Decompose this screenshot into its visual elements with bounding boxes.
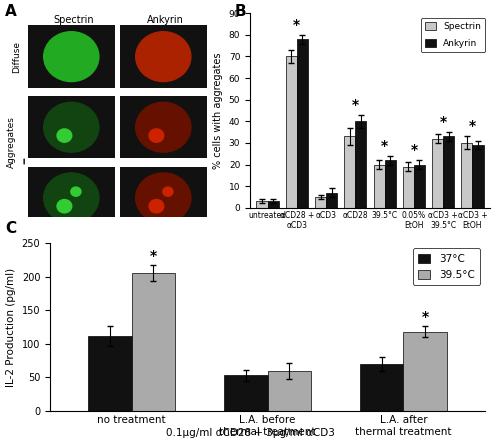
Bar — [344, 137, 356, 208]
Bar — [256, 201, 268, 208]
Text: *: * — [352, 98, 359, 111]
Circle shape — [71, 187, 81, 196]
Bar — [403, 167, 414, 208]
Circle shape — [57, 129, 72, 142]
Bar — [472, 145, 484, 208]
Text: *: * — [150, 248, 157, 263]
Bar — [384, 160, 396, 208]
Bar — [297, 39, 308, 208]
Bar — [315, 197, 326, 208]
Circle shape — [57, 199, 72, 213]
Text: Spectrin: Spectrin — [54, 15, 94, 25]
Bar — [356, 121, 366, 208]
Bar — [120, 96, 207, 158]
Circle shape — [44, 102, 99, 152]
Text: B: B — [235, 4, 246, 19]
Circle shape — [149, 129, 164, 142]
Circle shape — [44, 173, 99, 223]
Bar — [326, 193, 337, 208]
Text: Ankyrin: Ankyrin — [147, 15, 184, 25]
Circle shape — [163, 187, 173, 196]
Y-axis label: % cells with aggregates: % cells with aggregates — [213, 52, 223, 169]
Bar — [374, 164, 384, 208]
Bar — [28, 167, 115, 229]
Y-axis label: IL-2 Production (pg/ml): IL-2 Production (pg/ml) — [6, 267, 16, 387]
Bar — [360, 364, 404, 411]
Text: *: * — [469, 119, 476, 133]
Circle shape — [149, 199, 164, 213]
Bar — [432, 139, 443, 208]
Bar — [120, 26, 207, 88]
Bar — [268, 371, 311, 411]
Circle shape — [44, 32, 99, 81]
Circle shape — [136, 32, 191, 81]
Text: *: * — [410, 143, 418, 157]
Bar — [443, 137, 454, 208]
Text: C: C — [5, 221, 16, 236]
Bar — [28, 96, 115, 158]
Text: *: * — [381, 139, 388, 152]
Text: *: * — [294, 18, 300, 32]
Legend: 37°C, 39.5°C: 37°C, 39.5°C — [412, 248, 480, 286]
Bar — [224, 375, 268, 411]
Bar — [88, 336, 132, 411]
Text: Diffuse: Diffuse — [12, 41, 20, 72]
Bar — [28, 26, 115, 88]
Bar — [462, 143, 472, 208]
Text: Aggregates: Aggregates — [7, 116, 16, 168]
Text: *: * — [440, 115, 446, 129]
Circle shape — [136, 102, 191, 152]
Bar — [414, 164, 425, 208]
Bar — [286, 57, 297, 208]
Bar — [120, 167, 207, 229]
Legend: Spectrin, Ankyrin: Spectrin, Ankyrin — [420, 18, 486, 52]
Text: 0.1μg/ml αCD28 + 3μg/ml αCD3: 0.1μg/ml αCD28 + 3μg/ml αCD3 — [166, 427, 334, 438]
Circle shape — [136, 173, 191, 223]
Text: *: * — [422, 310, 429, 324]
Text: A: A — [5, 4, 17, 19]
Bar — [268, 201, 278, 208]
Bar — [404, 332, 447, 411]
Bar — [132, 273, 175, 411]
